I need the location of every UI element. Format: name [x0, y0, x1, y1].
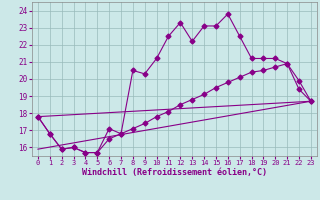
X-axis label: Windchill (Refroidissement éolien,°C): Windchill (Refroidissement éolien,°C): [82, 168, 267, 177]
